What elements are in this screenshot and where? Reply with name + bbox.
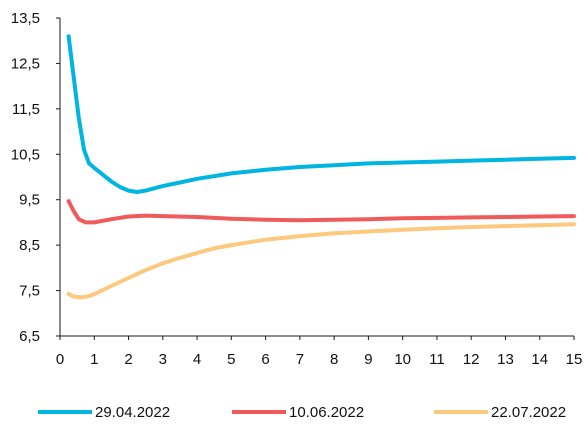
x-tick-label: 7 <box>296 351 304 368</box>
x-tick-label: 1 <box>90 351 98 368</box>
x-tick-label: 11 <box>429 351 445 368</box>
y-tick-label: 7,5 <box>19 283 40 300</box>
legend-label: 29.04.2022 <box>95 404 170 421</box>
x-tick-label: 0 <box>56 351 64 368</box>
y-tick-label: 6,5 <box>19 328 40 345</box>
x-tick-label: 14 <box>531 351 548 368</box>
series-line-29.04.2022 <box>66 34 576 194</box>
x-tick-label: 3 <box>159 351 167 368</box>
y-tick-label: 13,5 <box>11 10 40 27</box>
x-tick-label: 12 <box>463 351 480 368</box>
x-tick-label: 8 <box>330 351 338 368</box>
x-tick-label: 6 <box>261 351 269 368</box>
x-tick-label: 5 <box>227 351 235 368</box>
y-tick-label: 12,5 <box>11 55 40 72</box>
x-tick-label: 9 <box>364 351 372 368</box>
axes: 6,57,58,59,510,511,512,513,50 1 2 3 4 5 6 7 8 9 10… <box>11 10 583 368</box>
y-tick-label: 11,5 <box>12 101 40 118</box>
series-lines <box>66 34 576 300</box>
x-tick-label: 2 <box>124 351 132 368</box>
series-line-10.06.2022 <box>66 199 576 225</box>
x-tick-label: 4 <box>193 351 201 368</box>
legend-label: 22.07.2022 <box>491 404 566 421</box>
x-tick-label: 13 <box>497 351 514 368</box>
legend-label: 10.06.2022 <box>289 404 364 421</box>
y-tick-label: 10,5 <box>11 146 40 163</box>
y-tick-label: 8,5 <box>19 237 40 254</box>
legend: 29.04.2022 10.06.2022 22.07.2022 <box>38 404 566 421</box>
y-tick-label: 9,5 <box>19 192 40 209</box>
x-tick-label: 15 <box>566 351 583 368</box>
series-line-22.07.2022 <box>66 222 576 300</box>
x-tick-label: 10 <box>394 351 411 368</box>
